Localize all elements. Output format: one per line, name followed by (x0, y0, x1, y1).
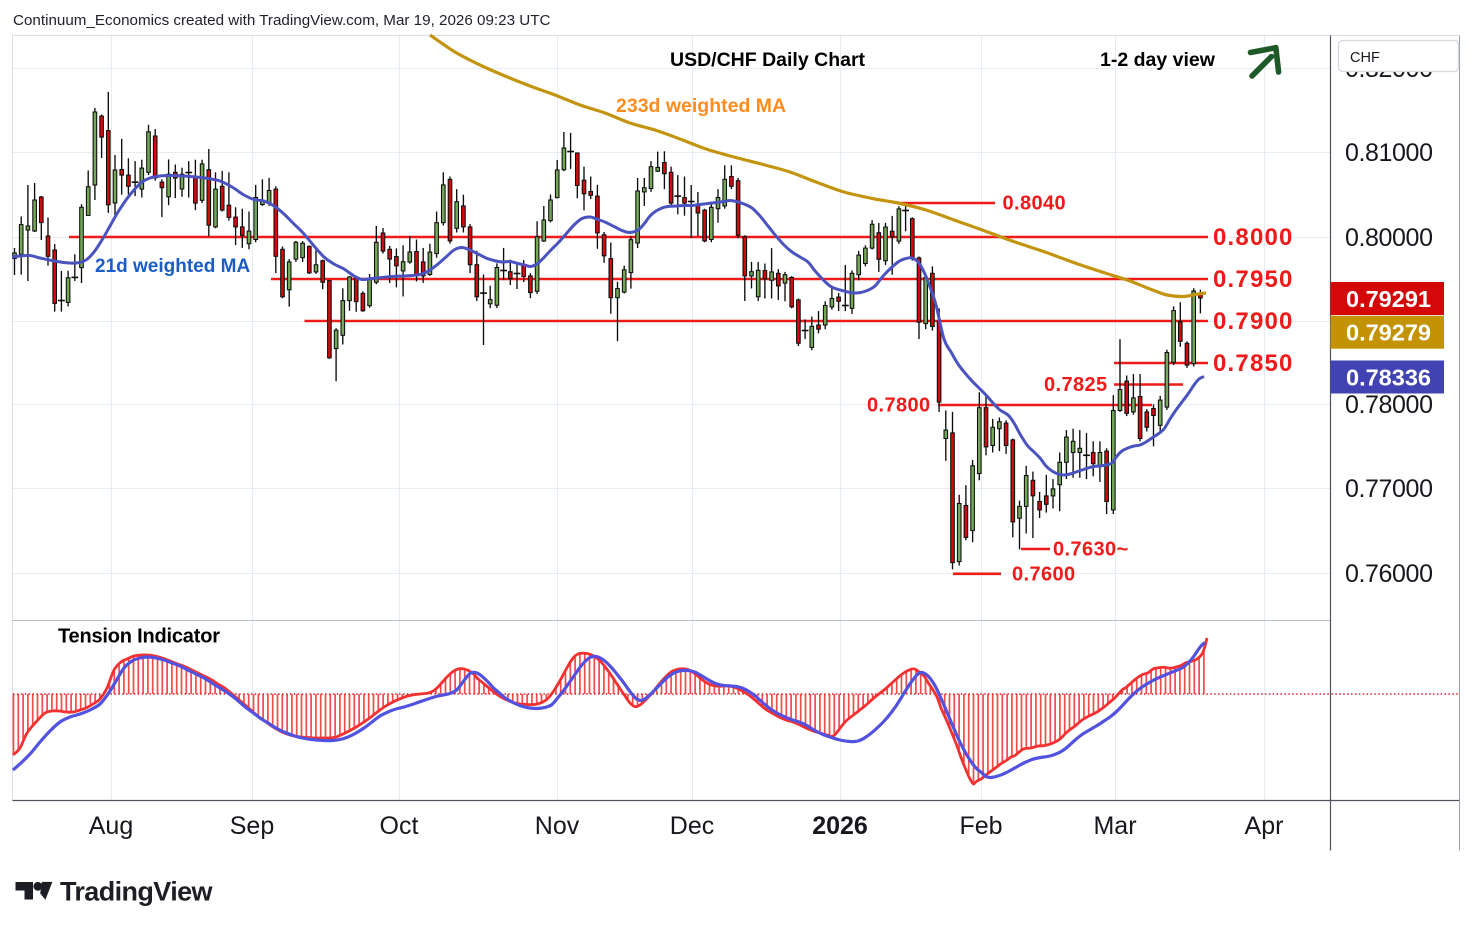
svg-text:0.78000: 0.78000 (1345, 391, 1433, 419)
svg-text:Mar: Mar (1093, 812, 1136, 840)
svg-text:0.8040: 0.8040 (1003, 193, 1067, 215)
svg-text:0.7850: 0.7850 (1213, 350, 1294, 377)
svg-text:0.78336: 0.78336 (1346, 365, 1431, 391)
svg-text:Continuum_Economics created wi: Continuum_Economics created with Trading… (13, 12, 550, 29)
svg-text:0.76000: 0.76000 (1345, 560, 1433, 588)
svg-text:Sep: Sep (230, 812, 274, 840)
svg-text:0.79291: 0.79291 (1346, 286, 1431, 312)
svg-text:2026: 2026 (812, 812, 868, 840)
svg-text:Aug: Aug (89, 812, 133, 840)
svg-text:Feb: Feb (959, 812, 1002, 840)
svg-text:USD/CHF Daily Chart: USD/CHF Daily Chart (670, 49, 866, 71)
svg-text:Apr: Apr (1245, 812, 1284, 840)
svg-text:0.7950: 0.7950 (1213, 266, 1294, 293)
svg-text:0.7630~: 0.7630~ (1053, 539, 1129, 561)
svg-text:0.7600: 0.7600 (1012, 563, 1076, 585)
svg-text:0.7900: 0.7900 (1213, 308, 1294, 335)
svg-text:0.7825: 0.7825 (1044, 374, 1108, 396)
svg-text:CHF: CHF (1350, 50, 1380, 66)
svg-text:Dec: Dec (670, 812, 714, 840)
svg-text:233d weighted MA: 233d weighted MA (616, 95, 786, 117)
svg-text:Tension Indicator: Tension Indicator (58, 626, 220, 648)
svg-text:Oct: Oct (380, 812, 419, 840)
svg-text:0.8000: 0.8000 (1213, 224, 1294, 251)
svg-text:0.81000: 0.81000 (1345, 139, 1433, 167)
svg-text:TradingView: TradingView (60, 877, 214, 907)
svg-text:1-2 day view: 1-2 day view (1100, 49, 1216, 71)
svg-text:0.79279: 0.79279 (1346, 320, 1431, 346)
svg-text:0.7800: 0.7800 (867, 395, 931, 417)
svg-text:0.77000: 0.77000 (1345, 475, 1433, 503)
svg-text:Nov: Nov (535, 812, 580, 840)
svg-text:0.80000: 0.80000 (1345, 224, 1433, 252)
svg-text:21d weighted MA: 21d weighted MA (95, 256, 250, 277)
